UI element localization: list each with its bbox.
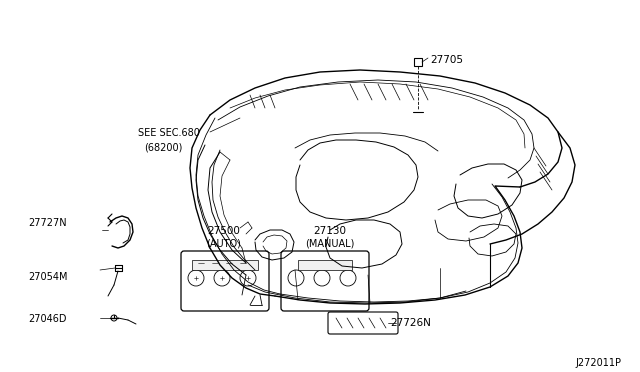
FancyBboxPatch shape (328, 312, 398, 334)
Text: 27705: 27705 (430, 55, 463, 65)
Text: 27500: 27500 (207, 226, 241, 236)
Text: (MANUAL): (MANUAL) (305, 238, 355, 248)
Bar (414, 58, 422, 66)
Text: 27054M: 27054M (28, 272, 67, 282)
Text: (AUTO): (AUTO) (207, 238, 241, 248)
Text: J272011P: J272011P (575, 358, 621, 368)
Text: 27046D: 27046D (28, 314, 67, 324)
Text: 27726N: 27726N (390, 318, 431, 328)
Bar (298, 260, 352, 270)
FancyBboxPatch shape (281, 251, 369, 311)
Text: 27130: 27130 (314, 226, 346, 236)
Bar (192, 260, 258, 270)
Text: SEE SEC.680: SEE SEC.680 (138, 128, 200, 138)
Text: 27727N: 27727N (28, 218, 67, 228)
Text: (68200): (68200) (144, 142, 182, 152)
FancyBboxPatch shape (181, 251, 269, 311)
